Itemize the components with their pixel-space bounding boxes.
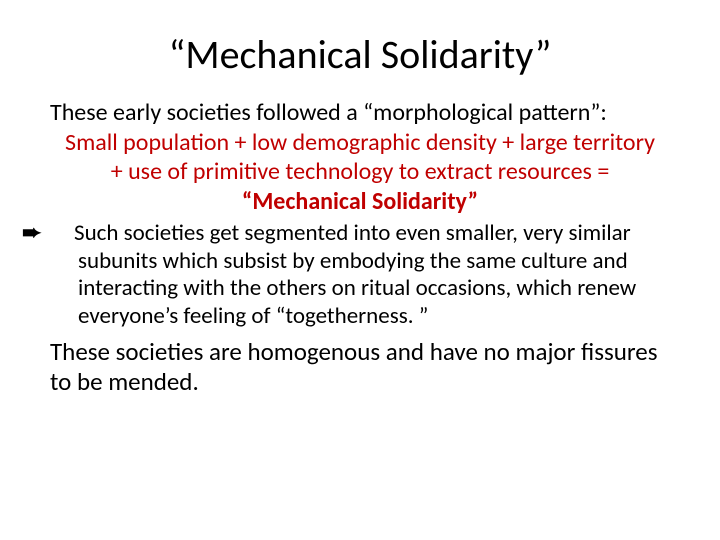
arrow-right-icon: ➨ <box>50 220 74 248</box>
slide-body: These early societies followed a “morpho… <box>50 99 670 397</box>
result-text: “Mechanical Solidarity” <box>50 188 670 216</box>
conclusion-text: These societies are homogenous and have … <box>50 337 670 397</box>
slide: “Mechanical Solidarity” These early soci… <box>0 0 720 540</box>
formula-text: Small population + low demographic densi… <box>50 129 670 186</box>
slide-title: “Mechanical Solidarity” <box>50 30 670 79</box>
arrow-paragraph: ➨Such societies get segmented into even … <box>50 220 670 330</box>
arrow-text: Such societies get segmented into even s… <box>74 219 636 330</box>
intro-text: These early societies followed a “morpho… <box>50 99 670 127</box>
